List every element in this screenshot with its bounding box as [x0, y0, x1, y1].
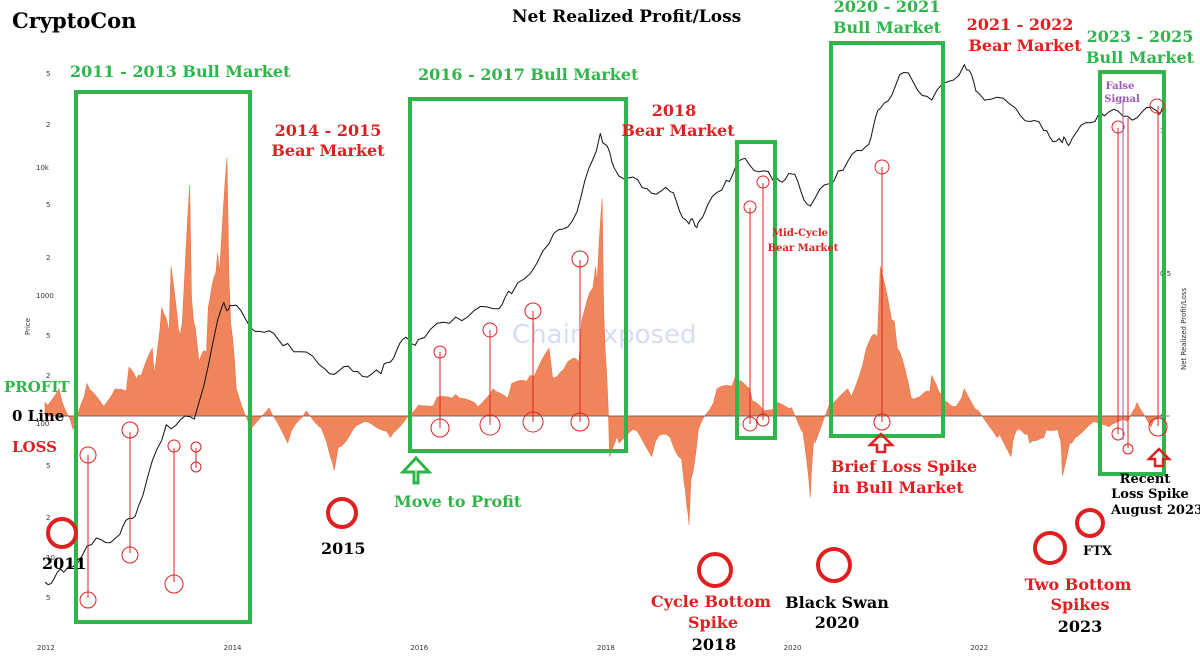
- y-left-tick-label: 2: [46, 121, 50, 129]
- label-bear-2021-2022: 2021 - 2022 Bear Market: [967, 15, 1083, 55]
- x-tick-label: 2018: [597, 644, 615, 652]
- move-to-profit-arrow-icon: [399, 455, 433, 485]
- label-mid-cycle-bear: Mid-Cycle Bear Market: [768, 228, 839, 254]
- label-profit: PROFIT: [4, 378, 70, 396]
- label-loss: LOSS: [12, 438, 57, 456]
- x-tick-label: 2020: [784, 644, 802, 652]
- y-left-tick-label: 10k: [36, 164, 50, 172]
- label-bear-2014-2015: 2014 - 2015 Bear Market: [271, 121, 385, 160]
- label-move-to-profit: Move to Profit: [394, 492, 522, 511]
- label-false-signal: False Signal: [1104, 81, 1140, 105]
- y-axis-right-label: Net Realized Profit/Loss: [1180, 287, 1188, 370]
- y-axis-left-label: Price: [24, 318, 32, 335]
- x-tick-label: 2022: [970, 644, 988, 652]
- bull-box-2016-2017: [408, 97, 628, 453]
- label-brief-loss-spike: Brief Loss Spike in Bull Market: [831, 457, 977, 497]
- event-markers: [79, 98, 1168, 609]
- label-ftx: FTX: [1083, 544, 1113, 559]
- recent-loss-spike-arrow-icon: [1145, 447, 1173, 468]
- bull-box-2020-2021: [829, 41, 945, 438]
- y-left-tick-label: 100: [36, 420, 49, 428]
- label-black-swan: Black Swan 2020: [785, 593, 889, 632]
- label-bear-2018: 2018 Bear Market: [621, 101, 735, 140]
- circle-2015: [326, 497, 358, 529]
- label-recent-loss-spike: Recent Loss Spike August 2023: [1110, 472, 1200, 518]
- y-left-tick-label: 2: [46, 372, 50, 380]
- y-left-tick-label: 5: [46, 462, 50, 470]
- label-bull-2011-2013: 2011 - 2013 Bull Market: [70, 62, 291, 81]
- circle-bottom-spike-2023: [1033, 531, 1067, 565]
- circle-2011: [46, 517, 78, 549]
- y-left-tick-label: 2: [46, 514, 50, 522]
- label-bull-2020-2021: 2020 - 2021 Bull Market: [833, 0, 942, 37]
- x-tick-label: 2012: [37, 644, 55, 652]
- y-left-tick-label: 5: [46, 332, 50, 340]
- label-two-bottom-spikes: Two Bottom Spikes 2023: [1025, 575, 1132, 636]
- circle-cycle-bottom-2018: [697, 552, 733, 588]
- y-left-tick-label: 2: [46, 254, 50, 262]
- bull-box-2023-2025: [1098, 70, 1166, 476]
- bull-box-2011-2013: [74, 90, 252, 624]
- x-tick-label: 2014: [224, 644, 242, 652]
- y-left-tick-label: 5: [46, 201, 50, 209]
- label-bull-2023-2025: 2023 - 2025 Bull Market: [1086, 27, 1195, 67]
- brand: CryptoCon: [12, 8, 136, 33]
- circle-ftx: [1075, 508, 1105, 538]
- y-left-tick-label: 10: [46, 554, 55, 562]
- profit-loss-area-series: [44, 157, 1166, 525]
- bull-box-mid-cycle: [735, 140, 777, 440]
- x-tick-label: 2016: [410, 644, 428, 652]
- label-2011: 2011: [42, 554, 87, 573]
- label-bull-2016-2017: 2016 - 2017 Bull Market: [418, 65, 639, 84]
- label-cycle-bottom-spike: Cycle Bottom Spike 2018: [651, 592, 771, 654]
- price-line-series: [44, 63, 1166, 586]
- label-2015: 2015: [321, 539, 366, 558]
- y-left-tick-label: 1000: [36, 292, 54, 300]
- x-axis: 2012 2014 2016 2018 2020 2022: [37, 644, 988, 652]
- y-left-tick-label: 5: [46, 594, 50, 602]
- y-axis-left: 5 2 10k 5 2 1000 5 2 100 5 2 10 5: [36, 70, 55, 602]
- chart-title: Net Realized Profit/Loss: [512, 7, 741, 27]
- y-left-tick-label: 5: [46, 70, 50, 78]
- circle-black-swan-2020: [816, 547, 852, 583]
- label-zero-line: 0 Line: [12, 407, 64, 425]
- brief-loss-spike-arrow-icon: [866, 432, 896, 454]
